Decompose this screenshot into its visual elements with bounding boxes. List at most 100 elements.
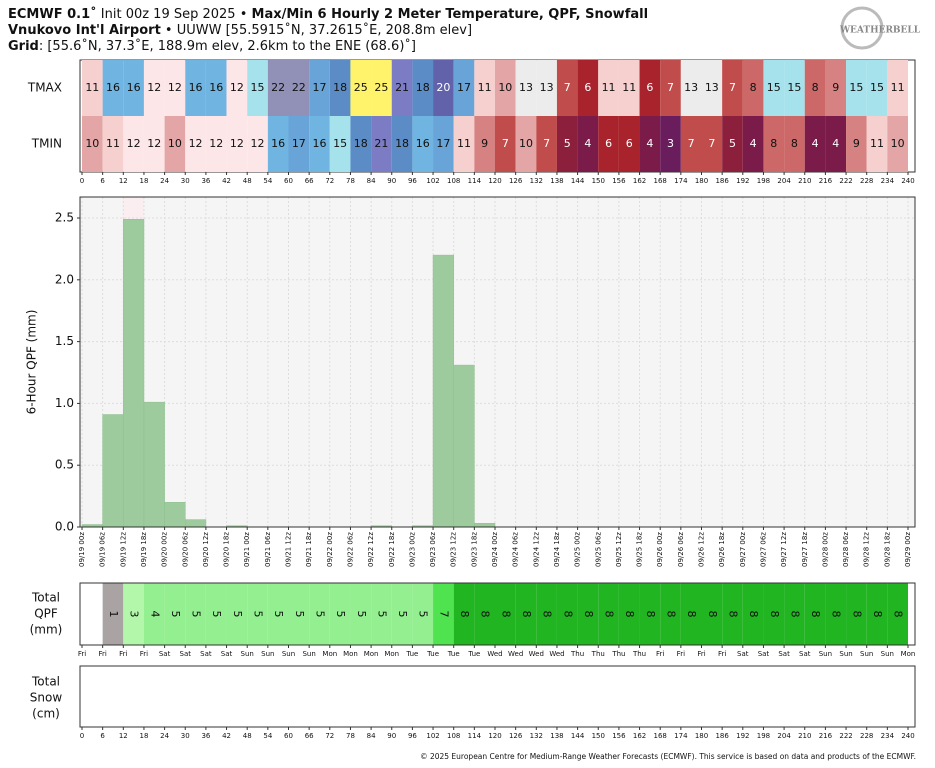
temp-label: 21 [374, 137, 388, 150]
temp-label: 6 [646, 81, 653, 94]
y-tick-label: 1.5 [55, 334, 74, 348]
x-tick-label: 54 [263, 732, 272, 740]
x-tick-label: 09/19 00z [78, 532, 86, 567]
qpf-label: 5 [210, 611, 223, 618]
temp-label: 6 [584, 81, 591, 94]
qpf-cell [618, 583, 640, 645]
temp-cell [474, 60, 495, 116]
qpf-cell [412, 583, 434, 645]
x-tick-label: 186 [715, 177, 729, 185]
qpf-label: 4 [148, 611, 161, 618]
temp-cell [185, 60, 206, 116]
x-tick-label: 72 [325, 732, 334, 740]
temp-cell [391, 116, 413, 172]
temp-cell [371, 60, 392, 116]
row-label: TMAX [27, 81, 62, 95]
temp-label: 13 [684, 81, 698, 94]
y-axis-label: (cm) [32, 707, 60, 721]
temp-cell [329, 116, 351, 172]
temp-label: 17 [436, 137, 450, 150]
qpf-cell [329, 583, 351, 645]
x-tick-label: 24 [160, 177, 169, 185]
x-tick-label: 09/21 06z [264, 532, 272, 567]
qpf-label: 5 [190, 611, 203, 618]
temp-cell [784, 116, 805, 172]
temp-cell [371, 116, 392, 172]
temp-label: 5 [729, 137, 736, 150]
x-tick-label: 24 [160, 732, 169, 740]
x-tick-label: 48 [243, 732, 252, 740]
x-tick-label: 84 [367, 732, 376, 740]
x-tick-label: 09/23 18z [470, 532, 478, 567]
temp-label: 10 [85, 137, 99, 150]
qpf-label: 3 [128, 611, 141, 618]
x-tick-label: 66 [305, 177, 314, 185]
temp-cell [288, 60, 310, 116]
init: Init 00z 19 Sep 2025 • [97, 7, 252, 22]
temp-cell [556, 60, 578, 116]
qpf-label: 1 [107, 611, 120, 618]
qpf-label: 5 [396, 611, 409, 618]
qpf-label: 5 [313, 611, 326, 618]
station: Vnukovo Int'l Airport [8, 23, 161, 38]
x-tick-label: 09/20 06z [181, 532, 189, 567]
temp-label: 9 [481, 137, 488, 150]
temp-label: 12 [147, 137, 161, 150]
temp-label: 21 [395, 81, 409, 94]
temp-cell [412, 60, 434, 116]
y-axis-label: 6-Hour QPF (mm) [25, 310, 39, 415]
temp-label: 15 [870, 81, 884, 94]
x-tick-label: 09/28 18z [883, 532, 891, 567]
qpf-label: 5 [231, 611, 244, 618]
x-tick-label: 78 [346, 177, 355, 185]
x-tick-label: 09/24 00z [491, 532, 499, 567]
title: ECMWF 0.1˚ Init 00z 19 Sep 2025 • Max/Mi… [8, 6, 648, 22]
temp-label: 7 [729, 81, 736, 94]
temp-cell [391, 60, 413, 116]
x-tick-label: 204 [777, 732, 791, 740]
x-tick-label: 09/19 06z [99, 532, 107, 567]
temp-label: 16 [106, 81, 120, 94]
x-tick-label: 09/27 18z [801, 532, 809, 567]
temp-cell [205, 60, 227, 116]
qpf-cell [866, 583, 888, 645]
qpf-cell [577, 583, 599, 645]
x-tick-label: 09/24 06z [512, 532, 520, 567]
temp-cell [887, 60, 908, 116]
x-tick-label: 150 [592, 177, 605, 185]
x-tick-label: 192 [736, 732, 749, 740]
x-tick-label: 162 [633, 732, 646, 740]
x-tick-label: 09/22 00z [326, 532, 334, 567]
temp-label: 7 [708, 137, 715, 150]
x-tick-label: 09/27 12z [780, 532, 788, 567]
x-tick-label: Fri [98, 650, 106, 658]
y-tick-label: 2.0 [55, 272, 74, 286]
temp-label: 10 [498, 81, 512, 94]
x-tick-label: 09/25 12z [615, 532, 623, 567]
x-tick-label: 09/20 18z [223, 532, 231, 567]
temp-cell [784, 60, 805, 116]
temp-cell [763, 60, 785, 116]
temp-label: 7 [564, 81, 571, 94]
x-tick-label: Wed [529, 650, 544, 658]
logo: WEATHERBELL [839, 26, 921, 36]
temp-cell [350, 60, 372, 116]
x-tick-label: 108 [447, 177, 460, 185]
x-tick-label: Thu [591, 650, 605, 658]
qpf-label: 8 [541, 611, 554, 618]
qpf-cell [185, 583, 206, 645]
temp-label: 8 [750, 81, 757, 94]
x-tick-label: 96 [408, 732, 417, 740]
x-tick-label: Sat [159, 650, 171, 658]
qpf-cell [164, 583, 186, 645]
qpf-cell [887, 583, 908, 645]
x-tick-label: 09/28 06z [842, 532, 850, 567]
temp-cell [82, 116, 103, 172]
x-tick-label: 228 [860, 732, 873, 740]
qpf-cell [536, 583, 557, 645]
temp-cell [267, 116, 289, 172]
x-tick-label: 09/23 12z [450, 532, 458, 567]
temp-label: 12 [168, 81, 182, 94]
temp-label: 18 [354, 137, 368, 150]
temp-cell [825, 116, 847, 172]
